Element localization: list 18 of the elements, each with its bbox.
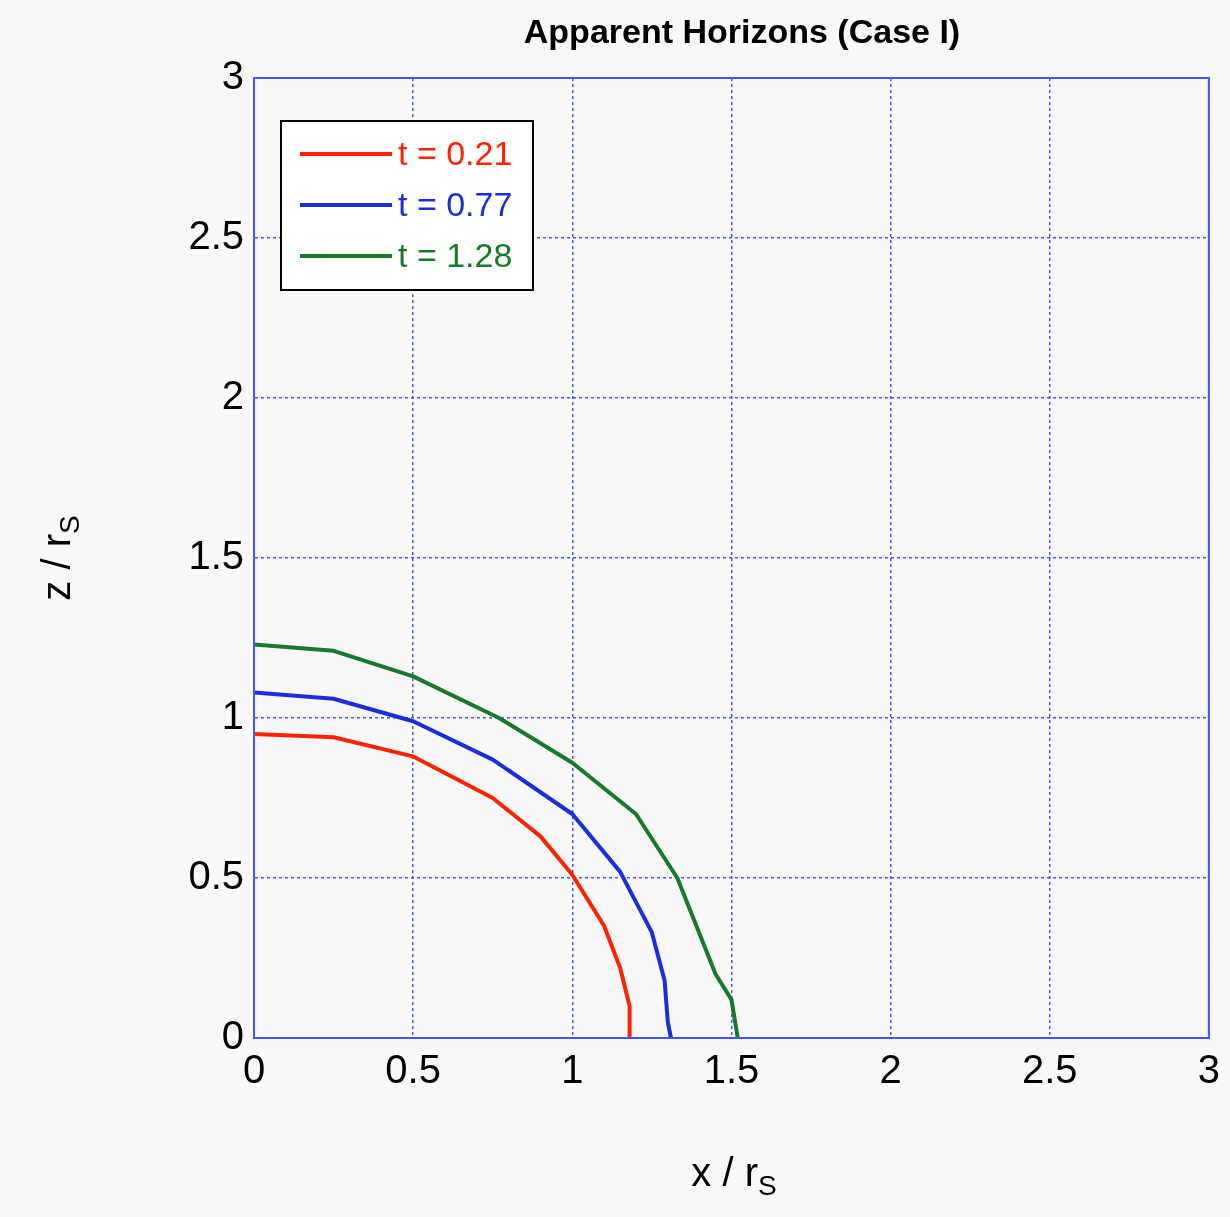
y-tick-label: 0.5 bbox=[188, 853, 244, 898]
x-tick-label: 2.5 bbox=[1021, 1047, 1078, 1092]
x-tick-label: 2 bbox=[879, 1047, 902, 1092]
x-tick-label: 1 bbox=[561, 1047, 584, 1092]
y-tick-label: 1 bbox=[221, 693, 244, 738]
y-tick-label: 2.5 bbox=[188, 213, 244, 258]
legend-label: t = 1.28 bbox=[398, 236, 513, 275]
x-tick-label: 0.5 bbox=[385, 1047, 441, 1092]
legend-label: t = 0.21 bbox=[398, 134, 513, 173]
y-tick-label: 1.5 bbox=[188, 533, 244, 578]
x-tick-label: 1.5 bbox=[703, 1047, 760, 1092]
x-tick-label: 3 bbox=[1197, 1047, 1220, 1092]
y-tick-label: 2 bbox=[221, 373, 244, 418]
y-tick-label: 3 bbox=[221, 53, 244, 98]
x-axis-title: x / r$_{S}$ bbox=[690, 1150, 778, 1202]
chart-title: Apparent Horizons (Case I) bbox=[522, 12, 962, 51]
y-tick-label: 0 bbox=[221, 1013, 244, 1058]
legend-label: t = 0.77 bbox=[398, 185, 513, 224]
